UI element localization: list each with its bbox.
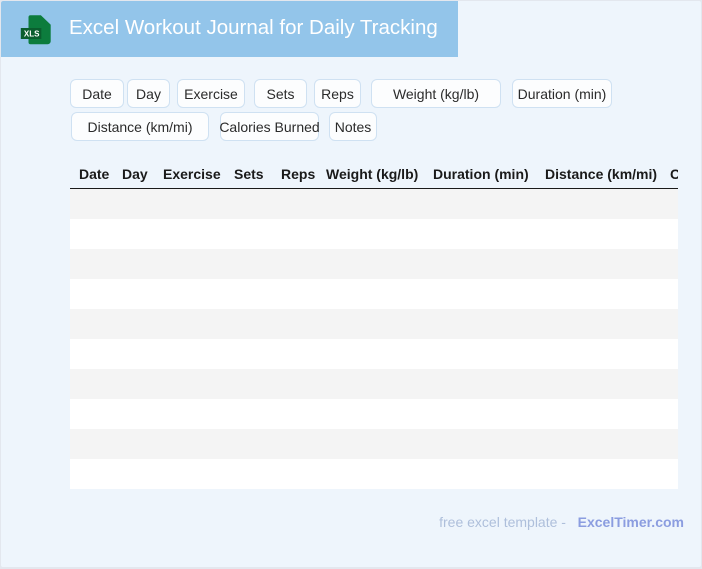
svg-text:XLS: XLS xyxy=(24,29,40,38)
